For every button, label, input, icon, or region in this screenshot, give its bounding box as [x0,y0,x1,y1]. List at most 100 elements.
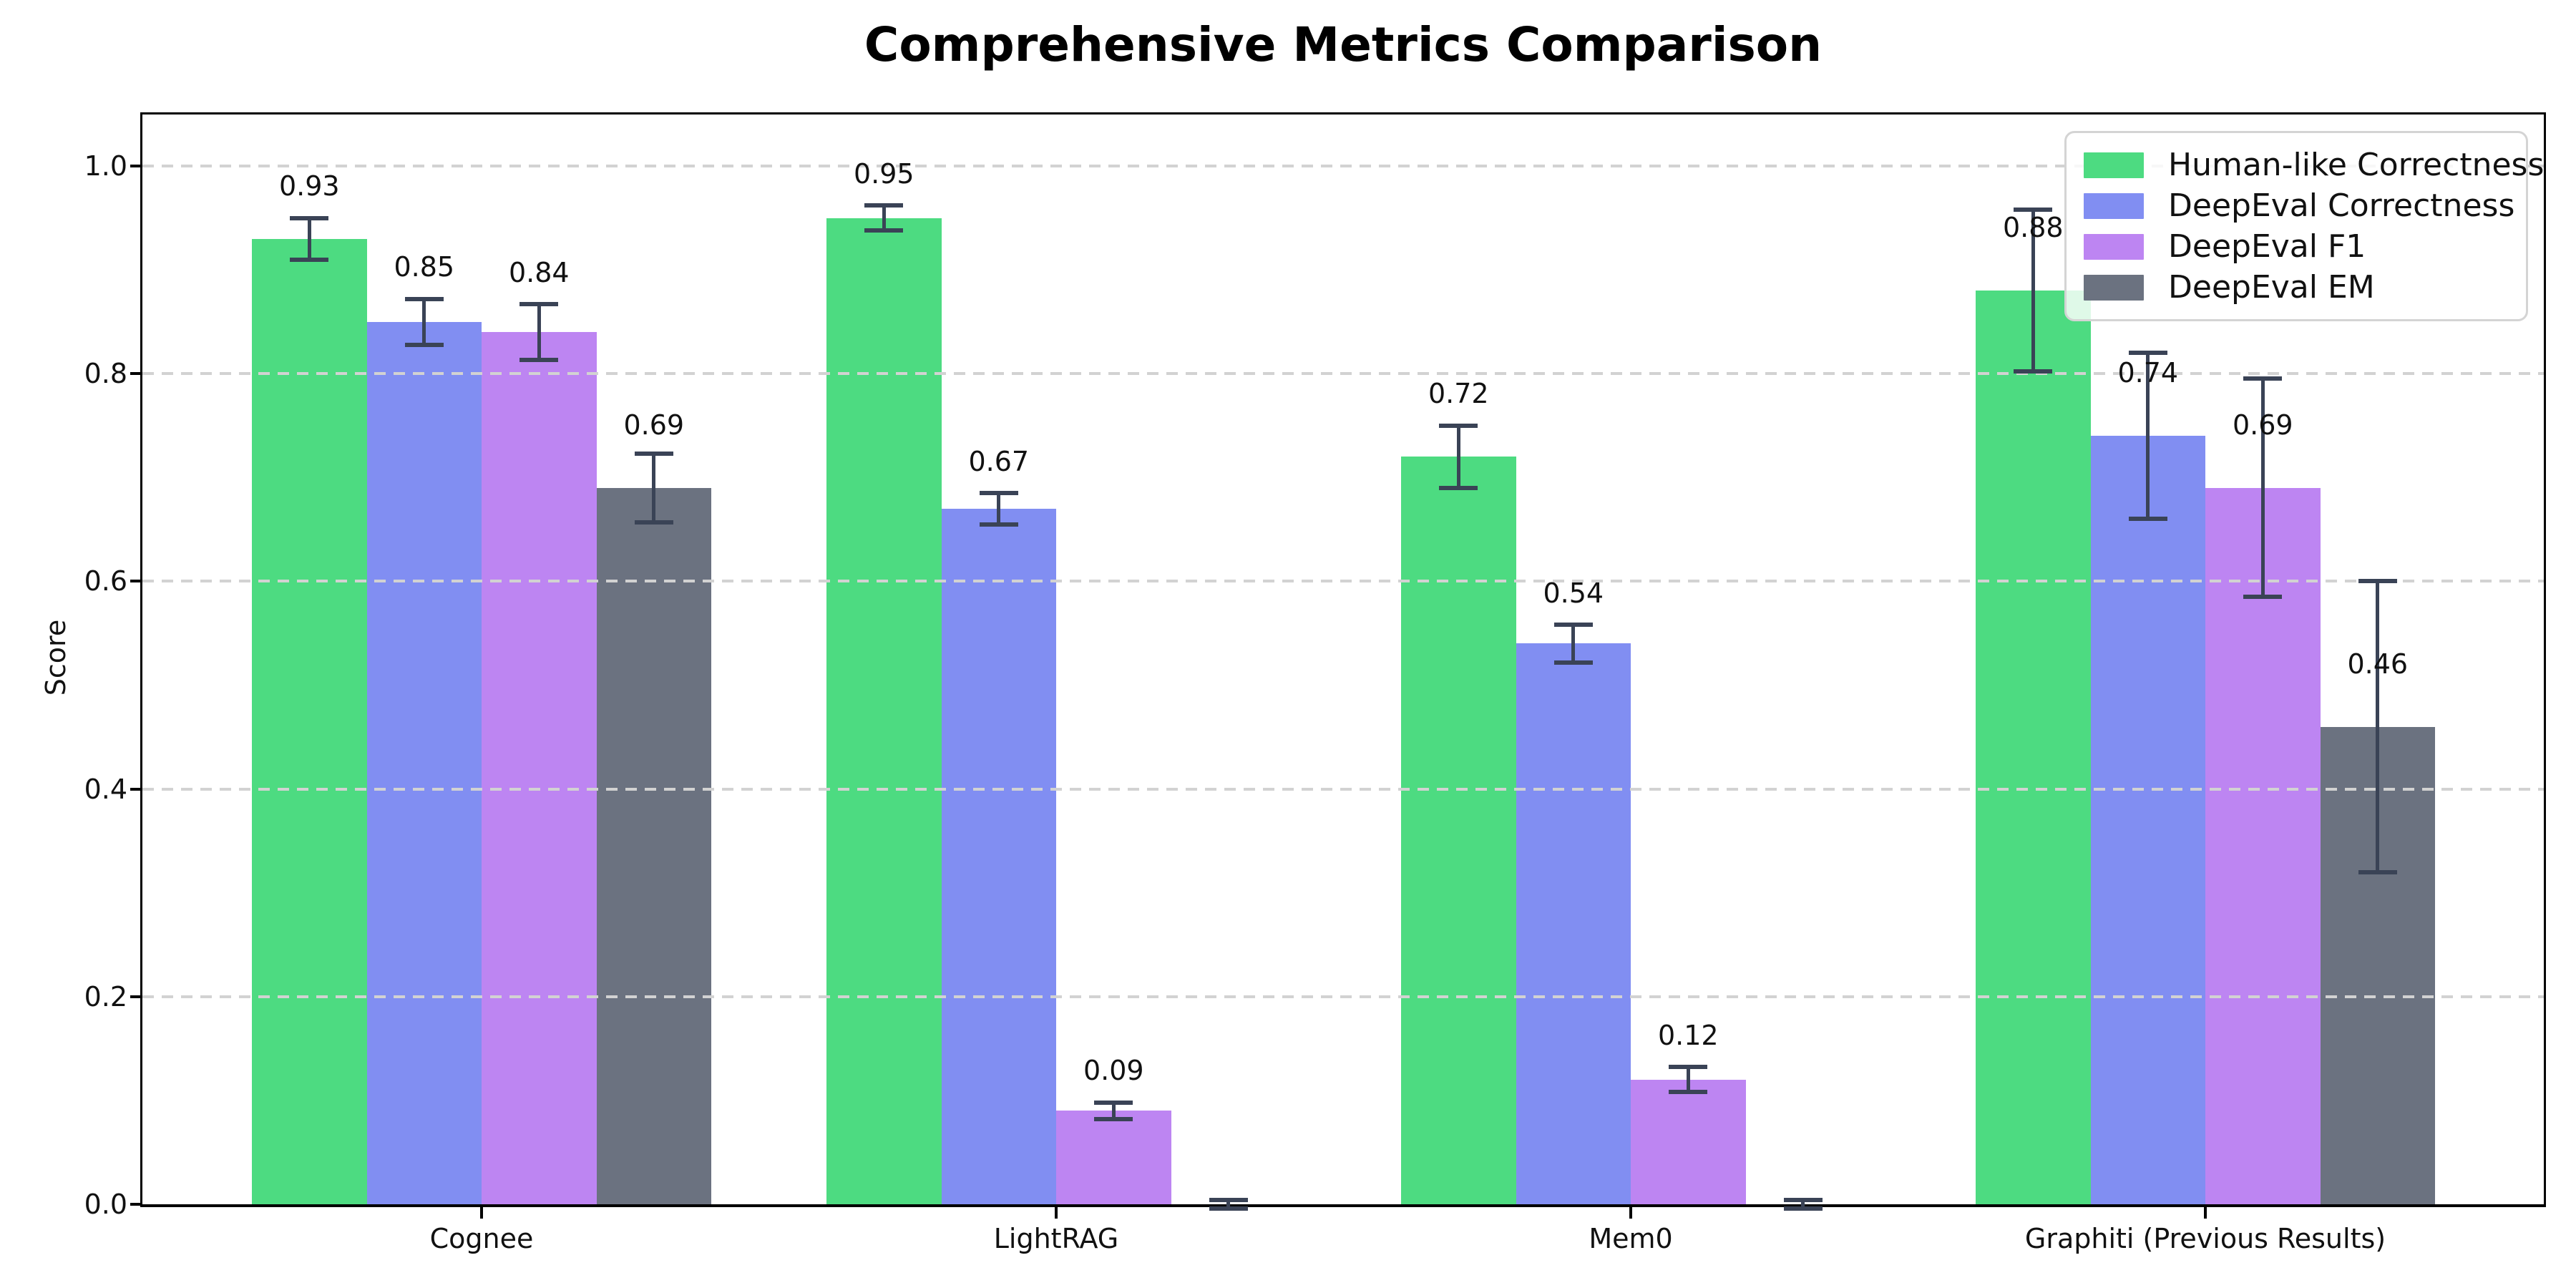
error-cap-top-Graphiti (Previous Results)-DeepEval EM [2358,579,2397,584]
error-cap-top-LightRAG-DeepEval EM [1209,1198,1248,1203]
legend-swatch [2084,152,2144,178]
bar-Mem0-DeepEval F1 [1631,1079,1746,1204]
y-axis-label: Score [40,619,72,696]
error-cap-bottom-LightRAG-DeepEval Correctness [979,522,1018,527]
error-cap-top-Graphiti (Previous Results)-DeepEval Correctness [2128,351,2167,356]
error-bar-Graphiti (Previous Results)-DeepEval EM [2376,581,2380,872]
legend: Human-like Correctness DeepEval Correctne… [2064,131,2544,321]
bar-Cognee-DeepEval EM [596,487,711,1204]
error-bar-Mem0-Human-like Correctness [1456,425,1460,488]
error-bar-Mem0-DeepEval Correctness [1571,625,1576,663]
bar-value-label: 0.69 [2232,409,2293,441]
error-bar-Cognee-DeepEval EM [652,453,656,522]
error-bar-Graphiti (Previous Results)-DeepEval F1 [2260,379,2265,597]
error-cap-bottom-Mem0-DeepEval F1 [1669,1090,1708,1095]
error-cap-top-Cognee-Human-like Correctness [290,215,329,220]
y-tick-label-0.0: 0.0 [84,1189,127,1220]
bar-value-label: 0.85 [394,251,455,283]
y-tick-label-0.8: 0.8 [84,358,127,390]
error-cap-top-Mem0-DeepEval F1 [1669,1065,1708,1070]
bar-value-label: 0.88 [2002,212,2064,244]
error-bar-Cognee-DeepEval F1 [537,304,541,361]
error-cap-bottom-Cognee-DeepEval Correctness [404,342,444,347]
x-tick-mark [2204,1207,2207,1219]
bar-value-label: 0.09 [1083,1055,1144,1087]
bar-LightRAG-DeepEval Correctness [941,508,1056,1204]
x-tick-label-Graphiti (Previous Results): Graphiti (Previous Results) [2024,1223,2386,1254]
error-bar-LightRAG-DeepEval Correctness [997,493,1001,525]
error-bar-LightRAG-DeepEval F1 [1111,1102,1116,1120]
error-cap-top-Mem0-Human-like Correctness [1439,423,1478,428]
bar-value-label: 0.84 [508,256,570,288]
bar-value-label: 0.72 [1428,378,1489,410]
error-bar-Mem0-DeepEval EM [1801,1200,1805,1209]
x-tick-mark [1629,1207,1632,1219]
y-tick-mark [130,1203,142,1206]
error-cap-bottom-LightRAG-DeepEval F1 [1094,1117,1133,1122]
legend-item-DeepEval F1: DeepEval F1 [2084,226,2509,267]
legend-label: DeepEval Correctness [2168,187,2515,224]
bar-Graphiti (Previous Results)-DeepEval F1 [2205,487,2321,1204]
error-bar-Graphiti (Previous Results)-Human-like Correctness [2031,209,2035,372]
x-tick-label-LightRAG: LightRAG [993,1223,1119,1254]
x-tick-mark [1055,1207,1058,1219]
error-cap-top-Graphiti (Previous Results)-Human-like Correctness [2014,207,2053,212]
bar-Cognee-DeepEval Correctness [366,321,482,1204]
error-bar-Cognee-DeepEval Correctness [422,298,426,345]
error-cap-bottom-Mem0-DeepEval Correctness [1553,660,1593,665]
error-cap-bottom-Cognee-Human-like Correctness [290,257,329,262]
error-bar-LightRAG-DeepEval EM [1226,1200,1231,1209]
x-tick-label-Cognee: Cognee [429,1223,534,1254]
legend-swatch [2084,233,2144,260]
error-cap-bottom-Mem0-DeepEval EM [1783,1206,1823,1211]
y-tick-mark [130,580,142,583]
y-tick-mark [130,787,142,791]
error-cap-bottom-Cognee-DeepEval EM [634,519,673,525]
legend-label: Human-like Correctness [2168,147,2545,183]
chart-title: Comprehensive Metrics Comparison [864,17,1823,72]
error-cap-bottom-Graphiti (Previous Results)-DeepEval EM [2358,869,2397,874]
bar-value-label: 0.12 [1657,1020,1719,1052]
y-tick-mark [130,165,142,167]
legend-item-DeepEval EM: DeepEval EM [2084,267,2509,308]
bar-value-label: 0.67 [968,445,1030,477]
bar-value-label: 0.95 [853,157,914,190]
error-cap-bottom-LightRAG-DeepEval EM [1209,1206,1248,1211]
bar-value-label: 0.74 [2117,357,2179,389]
error-cap-bottom-Graphiti (Previous Results)-DeepEval Correctness [2128,517,2167,522]
bar-Graphiti (Previous Results)-DeepEval Correctness [2090,436,2205,1204]
bar-Cognee-Human-like Correctness [252,238,367,1204]
bar-Mem0-Human-like Correctness [1401,457,1516,1204]
error-cap-bottom-Mem0-Human-like Correctness [1439,485,1478,490]
legend-label: DeepEval F1 [2168,228,2366,265]
error-cap-bottom-LightRAG-Human-like Correctness [864,228,904,233]
bar-LightRAG-Human-like Correctness [826,218,942,1204]
bar-Graphiti (Previous Results)-Human-like Correctness [1976,291,2091,1204]
bar-value-label: 0.69 [623,409,685,441]
error-bar-Cognee-Human-like Correctness [307,218,311,260]
error-bar-LightRAG-Human-like Correctness [882,205,886,230]
legend-label: DeepEval EM [2168,269,2375,306]
error-cap-bottom-Graphiti (Previous Results)-Human-like Correctness [2014,369,2053,374]
x-tick-label-Mem0: Mem0 [1589,1223,1673,1254]
y-tick-label-0.6: 0.6 [84,565,127,597]
error-cap-bottom-Graphiti (Previous Results)-DeepEval F1 [2243,595,2283,600]
y-tick-label-0.4: 0.4 [84,773,127,805]
error-cap-top-Cognee-DeepEval F1 [519,301,559,306]
y-tick-label-0.2: 0.2 [84,980,127,1013]
error-cap-top-Cognee-DeepEval Correctness [404,296,444,301]
legend-item-DeepEval Correctness: DeepEval Correctness [2084,185,2514,226]
error-bar-Graphiti (Previous Results)-DeepEval Correctness [2146,353,2150,519]
bar-Mem0-DeepEval Correctness [1516,643,1631,1204]
y-tick-label-1.0: 1.0 [84,150,127,182]
bar-LightRAG-DeepEval F1 [1056,1111,1171,1204]
error-bar-Mem0-DeepEval F1 [1686,1067,1690,1093]
error-cap-top-Mem0-DeepEval Correctness [1553,623,1593,628]
legend-swatch [2084,274,2144,301]
bar-value-label: 0.93 [278,170,340,203]
bar-Cognee-DeepEval F1 [482,332,597,1204]
bar-value-label: 0.46 [2347,648,2409,680]
y-tick-mark [130,995,142,998]
error-cap-top-Mem0-DeepEval EM [1783,1198,1823,1203]
error-cap-top-Graphiti (Previous Results)-DeepEval F1 [2243,376,2283,381]
